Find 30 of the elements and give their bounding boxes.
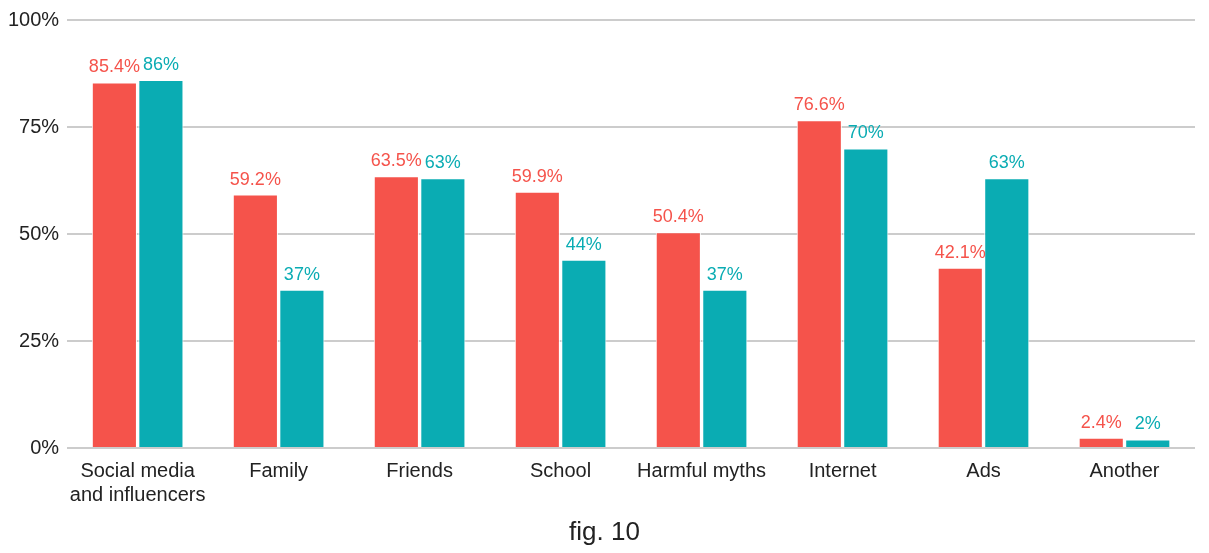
data-label: 42.1% bbox=[934, 241, 986, 262]
data-label: 44% bbox=[565, 233, 602, 254]
y-tick-label: 75% bbox=[19, 114, 60, 137]
data-label: 2.4% bbox=[1080, 411, 1122, 432]
data-label: 63.5% bbox=[370, 150, 422, 171]
x-tick-label: Another bbox=[1089, 458, 1160, 481]
x-tick-label: Harmful myths bbox=[637, 458, 767, 481]
data-label: 76.6% bbox=[793, 94, 845, 115]
x-tick-label: Social media and influencers bbox=[69, 458, 206, 505]
x-tick-label: Friends bbox=[386, 458, 453, 481]
data-label: 59.9% bbox=[511, 165, 563, 186]
data-label: 2% bbox=[1134, 413, 1161, 434]
data-label: 63% bbox=[424, 152, 461, 173]
x-tick-label: Ads bbox=[966, 458, 1001, 481]
y-tick-label: 25% bbox=[19, 328, 60, 351]
y-tick-label: 0% bbox=[30, 435, 60, 458]
data-label: 85.4% bbox=[88, 56, 140, 77]
caption: fig. 10 bbox=[568, 516, 641, 547]
y-tick-label: 50% bbox=[19, 221, 60, 244]
data-label: 59.2% bbox=[229, 168, 281, 189]
data-label: 63% bbox=[988, 152, 1025, 173]
data-label: 86% bbox=[142, 53, 179, 74]
x-tick-label: School bbox=[530, 458, 592, 481]
data-label: 37% bbox=[706, 263, 743, 284]
data-label: 37% bbox=[283, 263, 320, 284]
x-tick-label: Family bbox=[249, 458, 309, 481]
data-label: 50.4% bbox=[652, 206, 704, 227]
y-tick-label: 100% bbox=[8, 7, 60, 30]
x-tick-label: Internet bbox=[808, 458, 877, 481]
data-label: 70% bbox=[847, 122, 884, 143]
